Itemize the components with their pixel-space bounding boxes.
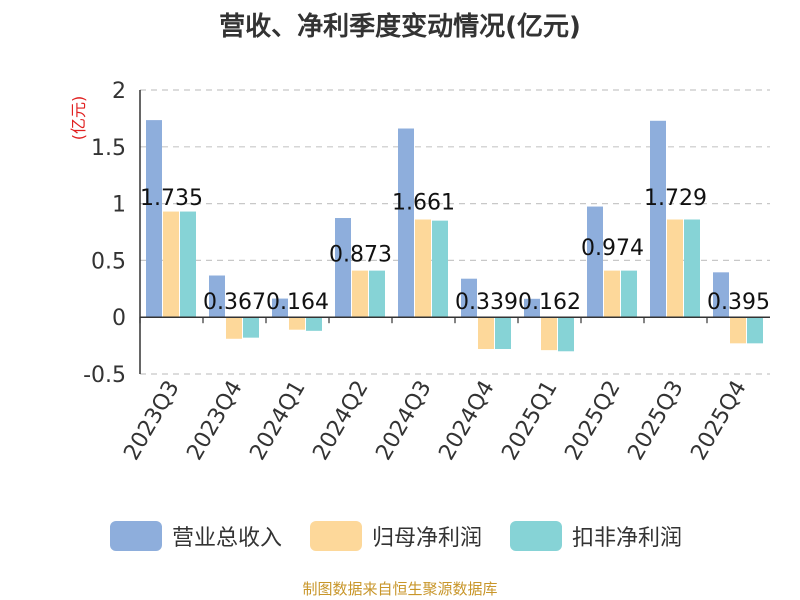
- bar-营业总收入-2024Q4: [461, 278, 477, 318]
- legend-item-net-profit[interactable]: 归母净利润: [310, 518, 482, 554]
- x-tick-label: 2025Q2: [560, 377, 625, 465]
- bar-扣非净利润-2024Q1: [306, 317, 322, 331]
- y-tick-label: 1: [112, 193, 126, 218]
- bar-扣非净利润-2023Q3: [180, 211, 196, 318]
- source-footer: 制图数据来自恒生聚源数据库: [302, 580, 498, 598]
- legend-swatch-deducted-profit: [510, 521, 562, 551]
- data-label: 0.395: [707, 290, 770, 315]
- x-tick-label: 2025Q3: [623, 377, 688, 465]
- bar-营业总收入-2025Q3: [650, 120, 666, 318]
- bar-归母净利润-2024Q3: [415, 219, 431, 318]
- data-label: 1.729: [644, 186, 707, 211]
- bar-扣非净利润-2025Q4: [747, 317, 763, 344]
- bar-营业总收入-2023Q4: [209, 275, 225, 318]
- data-label: 1.661: [392, 191, 455, 216]
- x-tick-label: 2023Q4: [182, 377, 247, 465]
- chart-title: 营收、净利季度变动情况(亿元): [219, 12, 581, 42]
- y-axis-label: (亿元): [69, 96, 88, 141]
- bar-扣非净利润-2025Q1: [558, 317, 574, 352]
- bar-归母净利润-2023Q4: [226, 317, 242, 339]
- bar-归母净利润-2023Q3: [163, 211, 179, 318]
- x-tick-label: 2024Q1: [245, 377, 310, 465]
- legend-label-deducted-profit: 扣非净利润: [572, 526, 683, 551]
- bar-营业总收入-2025Q4: [713, 272, 729, 318]
- bar-归母净利润-2025Q4: [730, 317, 746, 344]
- bar-营业总收入-2025Q1: [524, 298, 540, 318]
- legend-swatch-revenue: [110, 521, 162, 551]
- data-label: 0.162: [518, 290, 581, 315]
- data-label: 0.367: [203, 290, 266, 315]
- bar-扣非净利润-2024Q4: [495, 317, 511, 350]
- bar-营业总收入-2024Q3: [398, 128, 414, 318]
- bar-归母净利润-2025Q2: [604, 270, 620, 318]
- bar-扣非净利润-2023Q4: [243, 317, 259, 338]
- y-tick-label: -0.5: [83, 363, 126, 388]
- legend-item-deducted-profit[interactable]: 扣非净利润: [510, 518, 682, 554]
- x-tick-label: 2025Q1: [497, 377, 562, 465]
- data-label: 0.873: [329, 243, 392, 268]
- chart-legend: 营业总收入 归母净利润 扣非净利润: [0, 518, 800, 554]
- bar-归母净利润-2024Q1: [289, 317, 305, 330]
- x-tick-label: 2025Q4: [686, 377, 751, 465]
- bar-扣非净利润-2025Q2: [621, 270, 637, 318]
- bar-营业总收入-2023Q3: [146, 120, 162, 318]
- bar-扣非净利润-2024Q2: [369, 270, 385, 318]
- bar-归母净利润-2025Q3: [667, 219, 683, 318]
- x-tick-label: 2023Q3: [119, 377, 184, 465]
- bar-归母净利润-2025Q1: [541, 317, 557, 351]
- data-label: 0.339: [455, 290, 518, 315]
- legend-label-revenue: 营业总收入: [172, 526, 283, 551]
- bar-扣非净利润-2025Q3: [684, 219, 700, 318]
- bar-扣非净利润-2024Q3: [432, 220, 448, 318]
- legend-label-net-profit: 归母净利润: [372, 526, 483, 551]
- x-tick-label: 2024Q2: [308, 377, 373, 465]
- bar-营业总收入-2024Q2: [335, 218, 351, 318]
- y-tick-label: 0: [112, 306, 126, 331]
- y-tick-label: 2: [112, 79, 126, 104]
- bar-营业总收入-2024Q1: [272, 298, 288, 318]
- legend-item-revenue[interactable]: 营业总收入: [110, 518, 282, 554]
- data-label: 0.974: [581, 236, 644, 261]
- data-label: 0.164: [266, 290, 329, 315]
- y-tick-label: 0.5: [91, 249, 126, 274]
- legend-swatch-net-profit: [310, 521, 362, 551]
- bar-营业总收入-2025Q2: [587, 206, 603, 318]
- y-tick-label: 1.5: [91, 136, 126, 161]
- bar-归母净利润-2024Q2: [352, 270, 368, 318]
- data-label: 1.735: [140, 186, 203, 211]
- bar-归母净利润-2024Q4: [478, 317, 494, 350]
- x-tick-label: 2024Q3: [371, 377, 436, 465]
- x-tick-label: 2024Q4: [434, 377, 499, 465]
